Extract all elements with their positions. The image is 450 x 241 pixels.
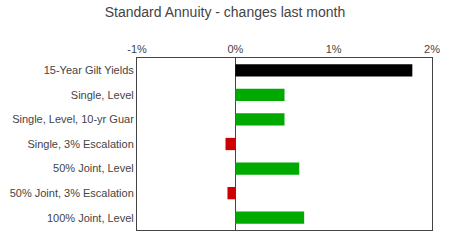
svg-text:15-Year Gilt Yields: 15-Year Gilt Yields: [44, 64, 135, 76]
svg-text:0%: 0%: [227, 43, 243, 55]
svg-text:Single, Level, 10-yr Guar: Single, Level, 10-yr Guar: [12, 113, 134, 125]
svg-text:-1%: -1%: [127, 43, 147, 55]
svg-text:50% Joint, Level: 50% Joint, Level: [53, 162, 134, 174]
svg-text:50% Joint, 3% Escalation: 50% Joint, 3% Escalation: [10, 187, 134, 199]
svg-text:Single, 3% Escalation: Single, 3% Escalation: [27, 138, 133, 150]
svg-text:2%: 2%: [424, 43, 440, 55]
svg-text:1%: 1%: [326, 43, 342, 55]
svg-text:Single, Level: Single, Level: [71, 89, 134, 101]
svg-text:Standard Annuity - changes las: Standard Annuity - changes last month: [105, 4, 345, 20]
svg-text:100% Joint, Level: 100% Joint, Level: [47, 212, 134, 224]
